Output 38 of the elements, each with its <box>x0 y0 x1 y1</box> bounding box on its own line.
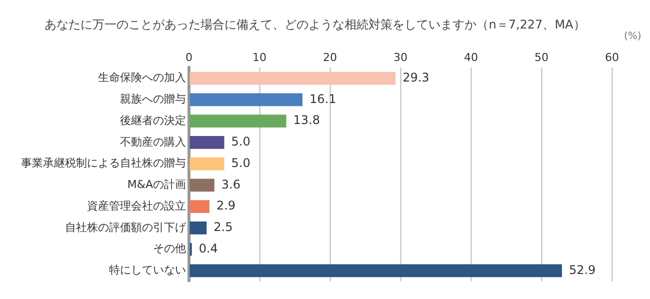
data-label: 16.1 <box>310 92 336 106</box>
bar <box>190 200 210 213</box>
x-tick-label: 20 <box>323 50 337 64</box>
x-axis-title: (%) <box>624 30 642 42</box>
chart-title: あなたに万一のことがあった場合に備えて、どのような相続対策をしていますか（n＝7,227、MA） <box>44 17 586 32</box>
data-label: 2.5 <box>214 220 233 234</box>
x-tick-label: 50 <box>534 50 548 64</box>
bar <box>190 264 562 278</box>
y-tick-label: 生命保険への加入 <box>98 71 186 84</box>
data-label: 2.9 <box>216 198 236 213</box>
bar <box>190 72 396 85</box>
x-tick-label: 30 <box>394 50 408 64</box>
x-tick-label: 0 <box>186 50 192 64</box>
bar <box>190 93 303 106</box>
bar <box>190 222 207 234</box>
y-tick-label: 特にしていない <box>109 264 186 277</box>
y-tick-label: その他 <box>153 242 186 256</box>
y-tick-label: 親族への贈与 <box>120 92 186 106</box>
data-label: 13.8 <box>293 113 320 128</box>
y-tick-label: 資産管理会社の設立 <box>87 199 186 212</box>
bar <box>190 178 214 192</box>
x-tick-label: 40 <box>464 50 478 64</box>
x-tick-label: 60 <box>605 50 619 64</box>
data-label: 0.4 <box>198 241 218 256</box>
y-tick-label: 事業承継税制による自社株の贈与 <box>21 156 186 170</box>
data-label: 5.0 <box>231 156 250 170</box>
bar <box>190 114 286 128</box>
bar <box>190 157 224 170</box>
y-tick-label: M&Aの計画 <box>127 178 186 192</box>
bar <box>190 136 224 149</box>
y-tick-label: 不動産の購入 <box>120 135 186 148</box>
data-label: 5.0 <box>231 134 250 149</box>
data-label: 29.3 <box>402 70 430 84</box>
data-label: 52.9 <box>568 262 596 277</box>
y-tick-label: 後継者の決定 <box>120 114 186 127</box>
y-tick-label: 自社株の評価額の引下げ <box>65 220 187 234</box>
data-label: 3.6 <box>221 177 240 192</box>
x-tick-label: 10 <box>252 50 266 64</box>
